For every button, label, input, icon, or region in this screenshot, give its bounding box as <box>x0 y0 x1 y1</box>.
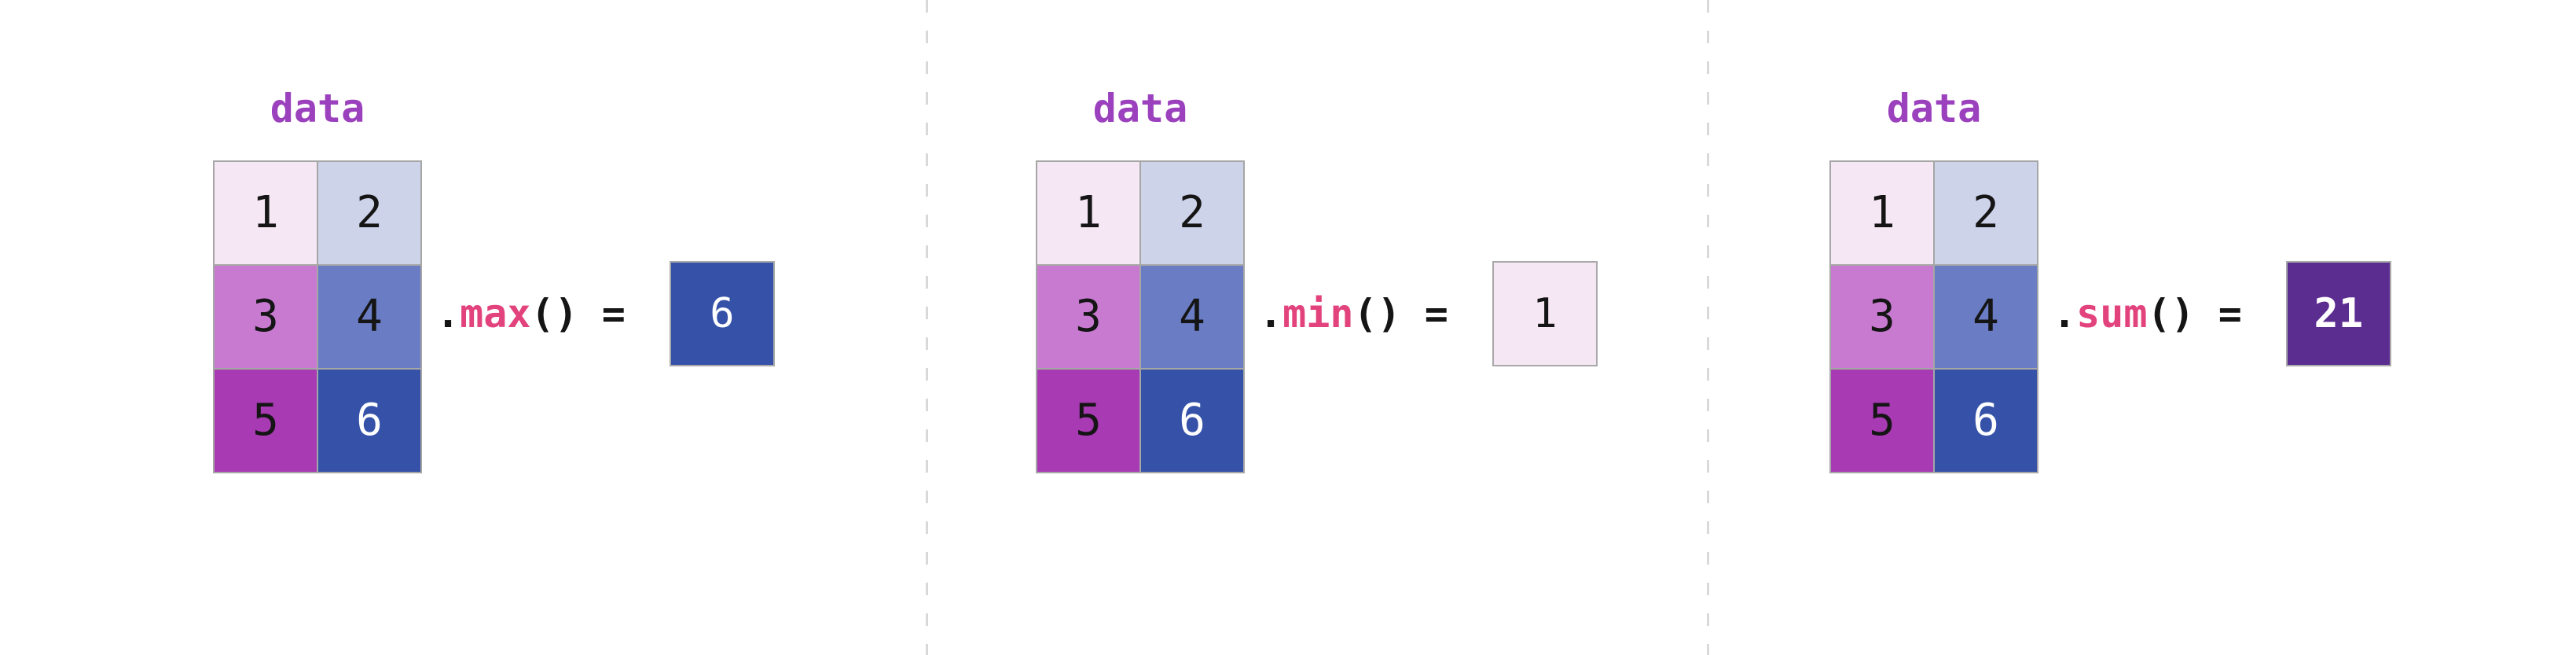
method-expression: .sum() = 21 <box>2053 261 2391 366</box>
table-cell: 2 <box>1141 162 1243 264</box>
result-cell: 21 <box>2285 261 2391 366</box>
dataframe-table: 1 2 3 4 5 6 <box>1829 160 2038 473</box>
table-cell: 2 <box>1935 162 2037 264</box>
table-cell: 5 <box>1831 370 1933 472</box>
method-name: sum <box>2076 291 2148 337</box>
code-suffix: () = <box>530 291 626 337</box>
table-cell: 6 <box>1935 370 2037 472</box>
panel-separator <box>1707 0 1709 655</box>
code-text: .sum() = <box>2053 294 2242 333</box>
code-dot: . <box>1259 291 1283 337</box>
panel-separator <box>926 0 928 655</box>
method-name: max <box>460 291 531 337</box>
table-cell: 6 <box>318 370 420 472</box>
method-expression: .min() = 1 <box>1259 261 1598 366</box>
code-text: .max() = <box>436 294 626 333</box>
dataframe-table: 1 2 3 4 5 6 <box>213 160 422 473</box>
code-dot: . <box>436 291 461 337</box>
panel-sum: data 1 2 3 4 5 6 .sum() = 21 <box>1829 0 2466 655</box>
dataframe-label: data <box>270 86 365 131</box>
table-cell: 3 <box>1037 266 1139 368</box>
table-cell: 5 <box>1037 370 1139 472</box>
table-cell: 6 <box>1141 370 1243 472</box>
table-cell: 1 <box>1831 162 1933 264</box>
method-name: min <box>1282 291 1354 337</box>
code-suffix: () = <box>2147 291 2242 337</box>
code-text: .min() = <box>1259 294 1448 333</box>
table-cell: 2 <box>318 162 420 264</box>
dataframe-table: 1 2 3 4 5 6 <box>1036 160 1245 473</box>
table-cell: 1 <box>215 162 317 264</box>
method-expression: .max() = 6 <box>436 261 775 366</box>
code-dot: . <box>2053 291 2077 337</box>
table-cell: 4 <box>318 266 420 368</box>
result-cell: 1 <box>1492 261 1598 366</box>
code-suffix: () = <box>1353 291 1448 337</box>
table-cell: 5 <box>215 370 317 472</box>
table-cell: 3 <box>215 266 317 368</box>
panel-max: data 1 2 3 4 5 6 .max() = 6 <box>213 0 849 655</box>
dataframe-label: data <box>1092 86 1188 131</box>
table-cell: 4 <box>1141 266 1243 368</box>
dataframe-label: data <box>1886 86 1982 131</box>
table-cell: 4 <box>1935 266 2037 368</box>
panel-min: data 1 2 3 4 5 6 .min() = 1 <box>1036 0 1672 655</box>
result-cell: 6 <box>669 261 775 366</box>
table-cell: 1 <box>1037 162 1139 264</box>
table-cell: 3 <box>1831 266 1933 368</box>
